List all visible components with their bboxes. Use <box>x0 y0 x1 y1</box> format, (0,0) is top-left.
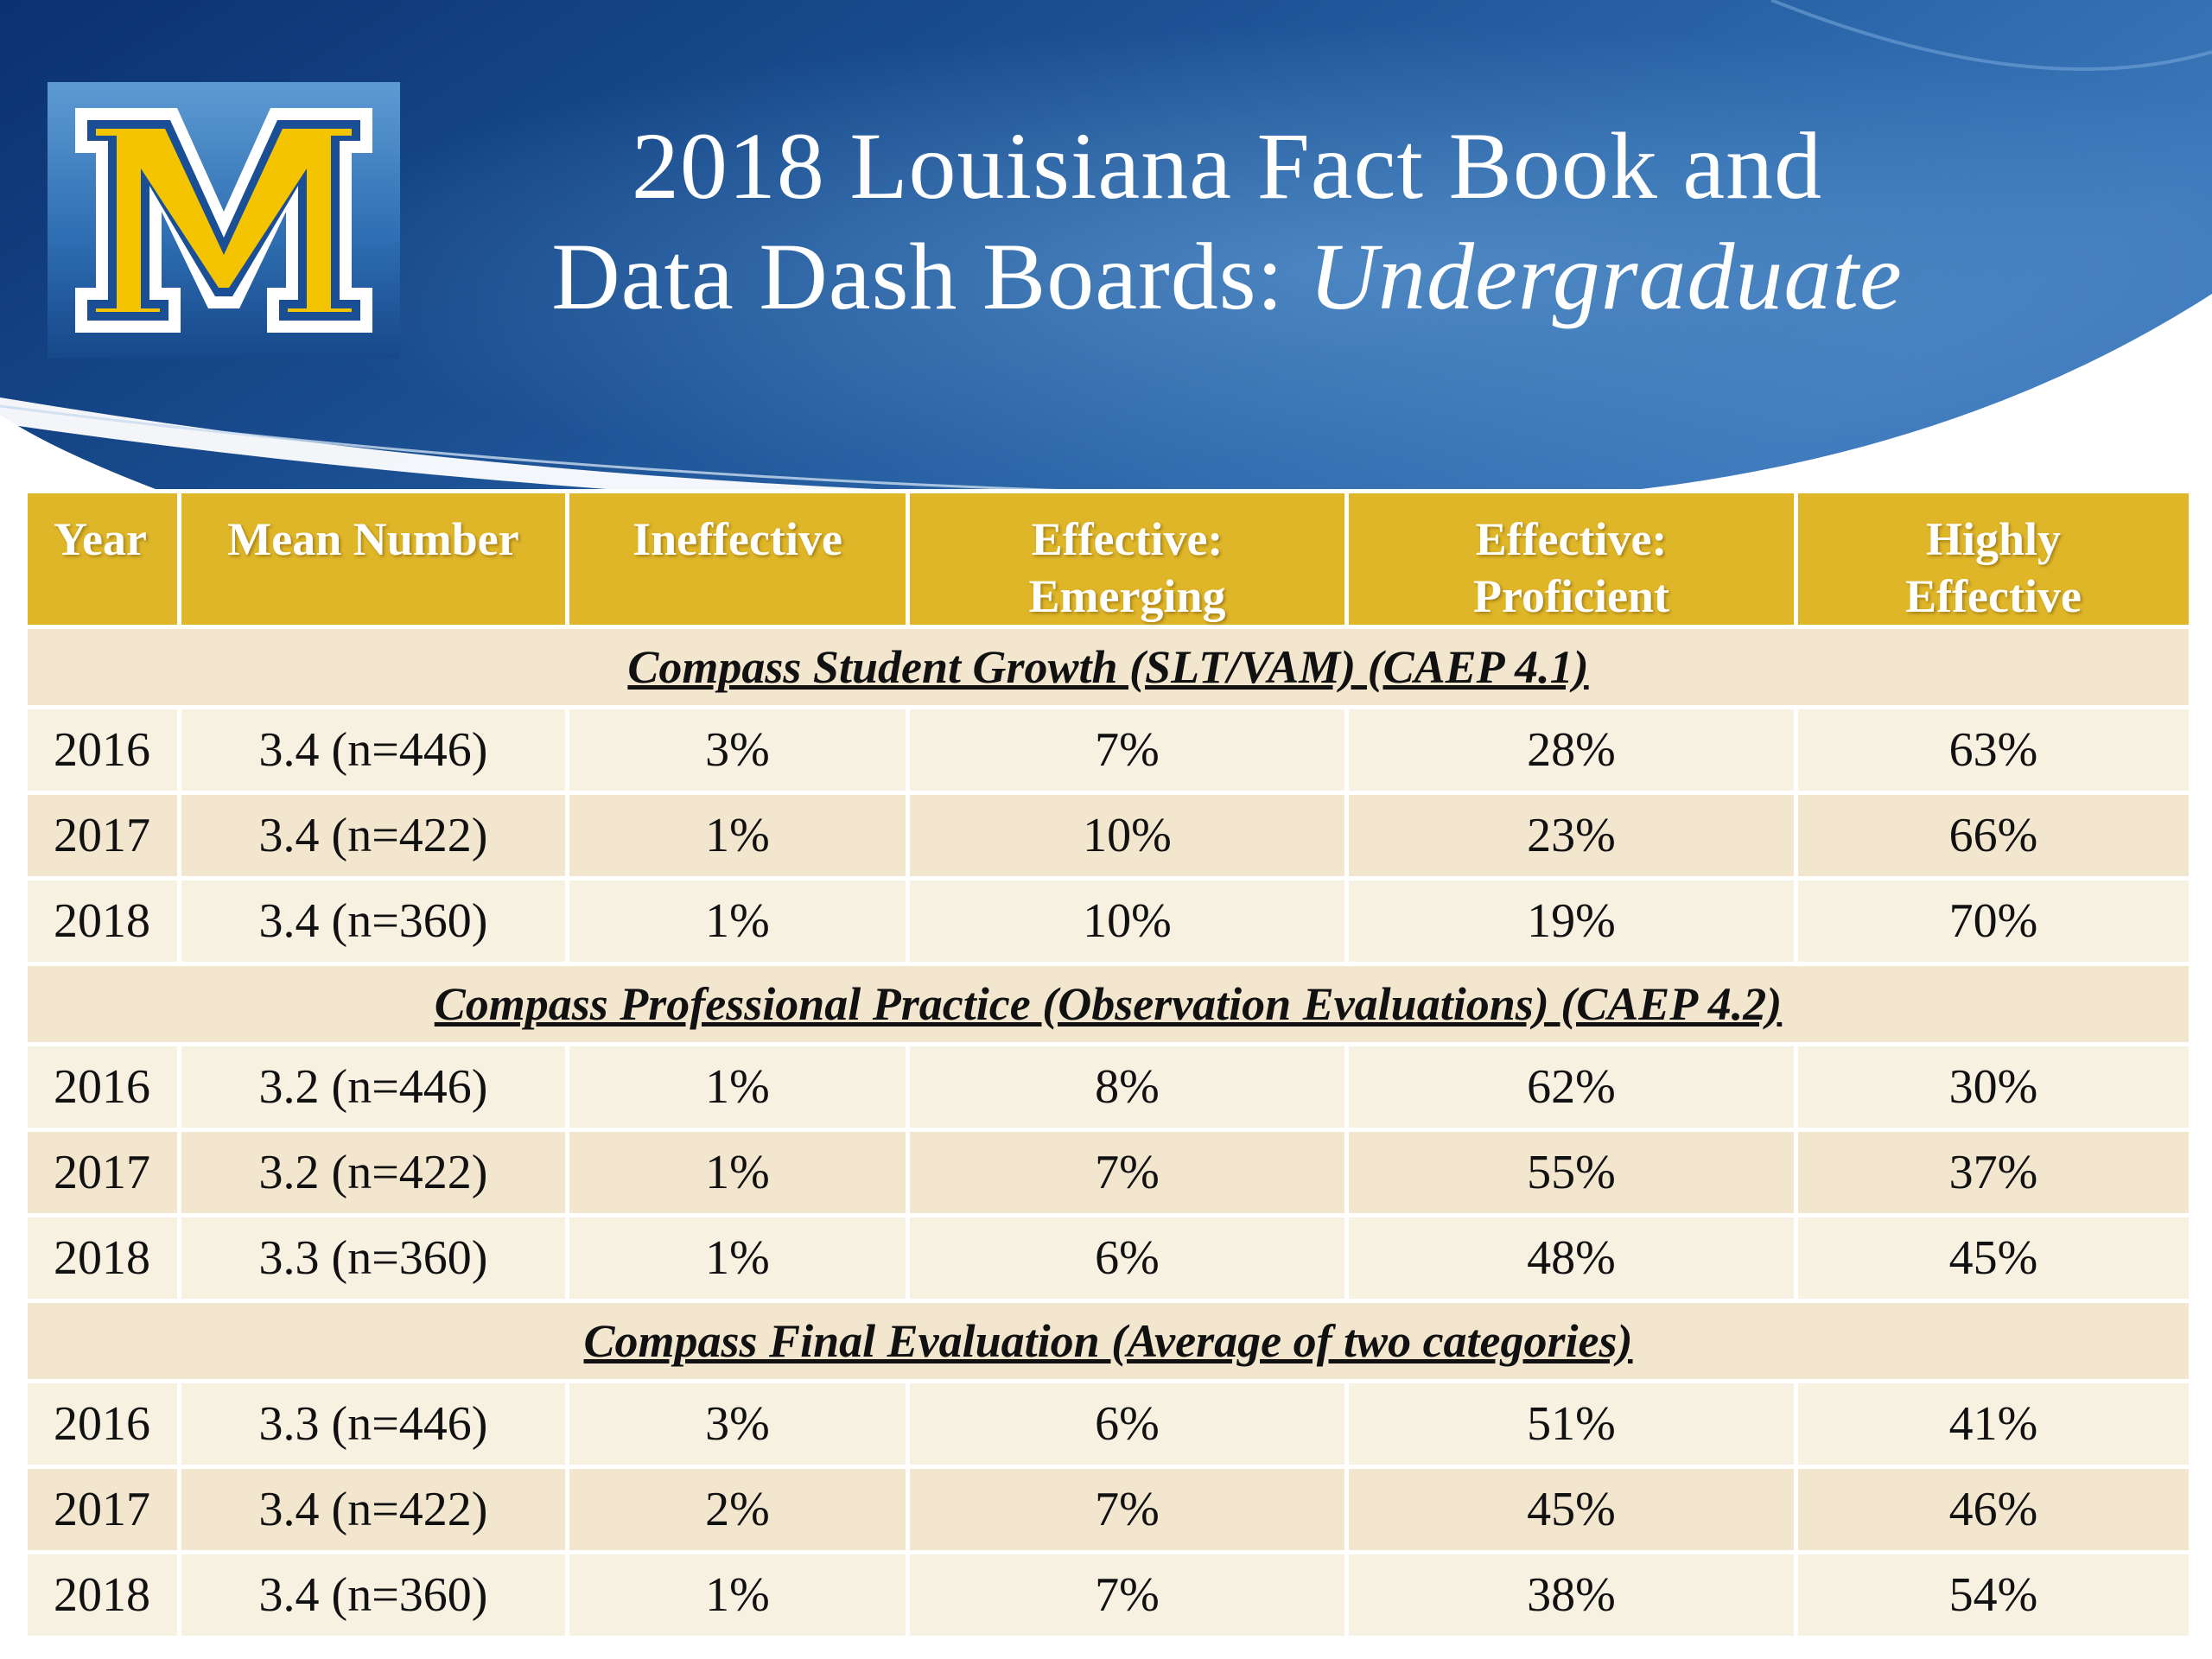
section-title: Compass Final Evaluation (Average of two… <box>23 1299 2193 1383</box>
ineffective-cell: 1% <box>565 876 910 966</box>
effective-emerging-cell: 7% <box>906 1550 1349 1640</box>
column-header-text: Effective: <box>1475 513 1668 565</box>
column-header-text: Effective: <box>1031 513 1224 565</box>
year-cell: 2016 <box>23 1042 181 1132</box>
ineffective-cell: 3% <box>565 705 910 795</box>
year-cell: 2017 <box>23 1128 181 1217</box>
table-header-row: Year Mean Number Ineffective Effective: Emer… <box>23 489 2193 629</box>
column-header-text: Proficient <box>1473 570 1669 622</box>
table-body: Compass Student Growth (SLT/VAM) (CAEP 4… <box>23 625 2193 1640</box>
evaluation-table: Year Mean Number Ineffective Effective: Emer… <box>23 489 2193 1640</box>
column-header-text: Mean Number <box>227 513 519 565</box>
effective-proficient-cell: 51% <box>1344 1379 1798 1469</box>
table-row: 2017 3.4 (n=422) 2% 7% 45% 46% <box>23 1465 2193 1554</box>
highly-effective-cell: 66% <box>1794 791 2193 880</box>
section-header-row: Compass Student Growth (SLT/VAM) (CAEP 4… <box>23 625 2193 709</box>
year-cell: 2018 <box>23 876 181 966</box>
mean-number-cell: 3.3 (n=360) <box>177 1213 569 1303</box>
column-header-text: Year <box>54 513 147 565</box>
year-cell: 2016 <box>23 1379 181 1469</box>
highly-effective-cell: 41% <box>1794 1379 2193 1469</box>
year-cell: 2016 <box>23 705 181 795</box>
mean-number-cell: 3.3 (n=446) <box>177 1379 569 1469</box>
table-row: 2016 3.4 (n=446) 3% 7% 28% 63% <box>23 705 2193 795</box>
ineffective-cell: 1% <box>565 1128 910 1217</box>
effective-emerging-cell: 6% <box>906 1213 1349 1303</box>
effective-proficient-cell: 28% <box>1344 705 1798 795</box>
slide-title-line2-italic: Undergraduate <box>1308 224 1903 329</box>
slide-title: 2018 Louisiana Fact Book and Data Dash B… <box>484 111 1970 332</box>
highly-effective-cell: 46% <box>1794 1465 2193 1554</box>
highly-effective-cell: 63% <box>1794 705 2193 795</box>
table-row: 2018 3.3 (n=360) 1% 6% 48% 45% <box>23 1213 2193 1303</box>
effective-emerging-cell: 10% <box>906 876 1349 966</box>
table-row: 2016 3.2 (n=446) 1% 8% 62% 30% <box>23 1042 2193 1132</box>
university-logo <box>48 82 400 359</box>
effective-emerging-cell: 10% <box>906 791 1349 880</box>
effective-emerging-cell: 7% <box>906 705 1349 795</box>
ineffective-cell: 1% <box>565 1550 910 1640</box>
effective-proficient-cell: 23% <box>1344 791 1798 880</box>
effective-proficient-cell: 48% <box>1344 1213 1798 1303</box>
table-row: 2017 3.4 (n=422) 1% 10% 23% 66% <box>23 791 2193 880</box>
effective-emerging-cell: 7% <box>906 1128 1349 1217</box>
table-row: 2016 3.3 (n=446) 3% 6% 51% 41% <box>23 1379 2193 1469</box>
ineffective-cell: 3% <box>565 1379 910 1469</box>
highly-effective-cell: 70% <box>1794 876 2193 966</box>
ineffective-cell: 1% <box>565 1213 910 1303</box>
column-header-text: Highly <box>1925 513 2062 565</box>
effective-emerging-cell: 8% <box>906 1042 1349 1132</box>
column-header-mean-number: Mean Number <box>177 489 569 629</box>
mean-number-cell: 3.4 (n=422) <box>177 791 569 880</box>
header-banner <box>0 0 2212 515</box>
banner-swoosh-upper <box>1770 0 2212 71</box>
slide-title-line2-prefix: Data Dash Boards: <box>551 224 1309 329</box>
column-header-text: Emerging <box>1028 570 1226 622</box>
highly-effective-cell: 54% <box>1794 1550 2193 1640</box>
effective-proficient-cell: 55% <box>1344 1128 1798 1217</box>
column-header-ineffective: Ineffective <box>565 489 910 629</box>
table-row: 2017 3.2 (n=422) 1% 7% 55% 37% <box>23 1128 2193 1217</box>
highly-effective-cell: 30% <box>1794 1042 2193 1132</box>
section-title: Compass Student Growth (SLT/VAM) (CAEP 4… <box>23 625 2193 709</box>
year-cell: 2017 <box>23 791 181 880</box>
ineffective-cell: 1% <box>565 791 910 880</box>
effective-proficient-cell: 19% <box>1344 876 1798 966</box>
mean-number-cell: 3.4 (n=446) <box>177 705 569 795</box>
effective-proficient-cell: 38% <box>1344 1550 1798 1640</box>
column-header-effective-proficient: Effective: Proficient <box>1344 489 1798 629</box>
mean-number-cell: 3.4 (n=360) <box>177 1550 569 1640</box>
mean-number-cell: 3.4 (n=422) <box>177 1465 569 1554</box>
column-header-text: Effective <box>1905 570 2082 622</box>
slide-title-line1: 2018 Louisiana Fact Book and <box>631 113 1823 219</box>
year-cell: 2017 <box>23 1465 181 1554</box>
year-cell: 2018 <box>23 1550 181 1640</box>
mean-number-cell: 3.2 (n=446) <box>177 1042 569 1132</box>
effective-proficient-cell: 62% <box>1344 1042 1798 1132</box>
effective-proficient-cell: 45% <box>1344 1465 1798 1554</box>
banner-glow <box>0 0 2212 489</box>
section-title: Compass Professional Practice (Observati… <box>23 962 2193 1046</box>
effective-emerging-cell: 6% <box>906 1379 1349 1469</box>
column-header-effective-emerging: Effective: Emerging <box>906 489 1349 629</box>
ineffective-cell: 2% <box>565 1465 910 1554</box>
logo-m-shape <box>75 108 372 333</box>
effective-emerging-cell: 7% <box>906 1465 1349 1554</box>
column-header-year: Year <box>23 489 181 629</box>
ineffective-cell: 1% <box>565 1042 910 1132</box>
mean-number-cell: 3.4 (n=360) <box>177 876 569 966</box>
table-row: 2018 3.4 (n=360) 1% 10% 19% 70% <box>23 876 2193 966</box>
highly-effective-cell: 45% <box>1794 1213 2193 1303</box>
column-header-highly-effective: Highly Effective <box>1794 489 2193 629</box>
section-header-row: Compass Professional Practice (Observati… <box>23 962 2193 1046</box>
slide-title-line2: Data Dash Boards: Undergraduate <box>484 221 1970 332</box>
year-cell: 2018 <box>23 1213 181 1303</box>
highly-effective-cell: 37% <box>1794 1128 2193 1217</box>
section-header-row: Compass Final Evaluation (Average of two… <box>23 1299 2193 1383</box>
mean-number-cell: 3.2 (n=422) <box>177 1128 569 1217</box>
table-row: 2018 3.4 (n=360) 1% 7% 38% 54% <box>23 1550 2193 1640</box>
column-header-text: Ineffective <box>632 513 842 565</box>
